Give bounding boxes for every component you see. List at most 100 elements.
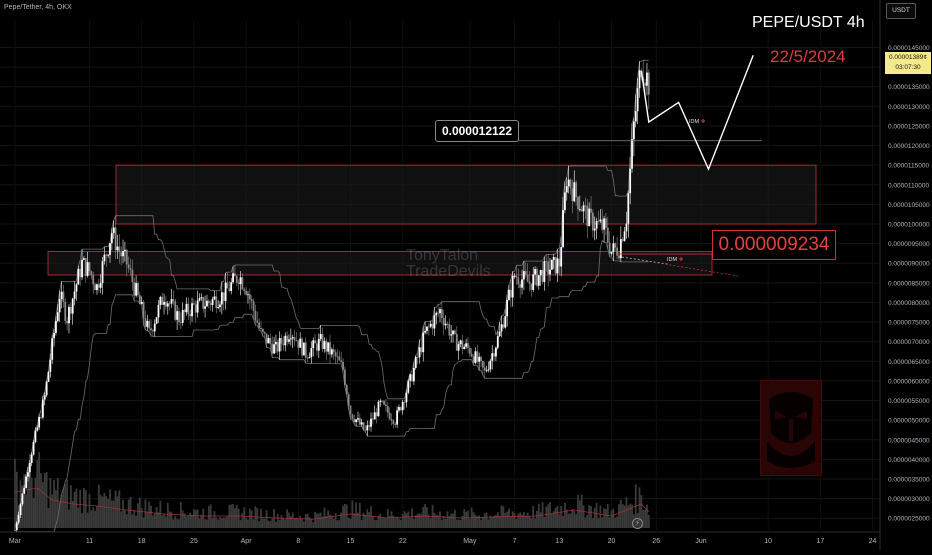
lower-level-label[interactable]: 0.000009234 [712, 230, 836, 260]
volume-bar [493, 515, 495, 528]
currency-button[interactable]: USDT [886, 3, 916, 19]
volume-bar [25, 494, 28, 528]
volume-bar [73, 491, 76, 528]
volume-bar [28, 454, 31, 528]
upper-level-label[interactable]: 0.000012122 [435, 120, 519, 142]
candle-body [612, 243, 615, 252]
volume-bar [427, 514, 430, 528]
volume-bar [32, 497, 35, 528]
volume-bar [478, 515, 481, 528]
candle-body [567, 179, 570, 187]
candle-body [107, 254, 110, 256]
candle-body [644, 82, 646, 86]
time-tick-label: 20 [608, 538, 616, 545]
candle-body [550, 259, 553, 270]
candle-body [170, 299, 173, 304]
volume-bar [373, 519, 376, 528]
volume-bar [528, 515, 531, 528]
volume-bar [394, 518, 397, 528]
candle-body [239, 277, 242, 285]
volume-bar [513, 512, 516, 528]
candle-body [25, 476, 28, 488]
candle-body [362, 422, 365, 430]
volume-bar [176, 519, 179, 528]
volume-bar [269, 521, 272, 528]
candle-body [81, 259, 83, 278]
candle-body [166, 303, 169, 307]
candle-body [530, 283, 533, 290]
volume-bar [36, 459, 39, 528]
volume-bar [483, 513, 486, 528]
volume-bar [401, 513, 404, 528]
lightning-icon[interactable]: ⚡ [632, 518, 643, 529]
volume-bar [631, 504, 633, 528]
supply-zone [115, 164, 817, 225]
candle-body [204, 306, 206, 309]
price-tick-label: 0.0000050000 [888, 418, 930, 425]
volume-bar [623, 505, 626, 528]
volume-bar [629, 503, 632, 528]
candle-body [60, 291, 63, 300]
volume-bar [77, 507, 80, 528]
price-tick-label: 0.0000040000 [888, 457, 930, 464]
candle-body [427, 326, 430, 328]
volume-bar [178, 519, 180, 528]
candle-body [84, 258, 87, 276]
candle-body [338, 356, 341, 361]
volume-bar [265, 510, 268, 528]
candle-body [135, 283, 138, 296]
volume-bar [55, 490, 57, 528]
volume-bar [133, 510, 136, 528]
volume-bar [450, 513, 453, 528]
candle-body [558, 258, 561, 267]
price-tick-label: 0.0000085000 [888, 280, 930, 287]
volume-bar [332, 518, 335, 528]
volume-bar [161, 515, 164, 528]
candle-body [146, 320, 149, 327]
candle-body [15, 522, 18, 531]
candle-body [450, 334, 453, 336]
candle-body [577, 196, 579, 210]
candle-body [539, 269, 542, 276]
volume-bar [433, 512, 436, 528]
candle-body [181, 309, 184, 323]
candle-body [245, 290, 248, 295]
candle-body [506, 299, 509, 317]
volume-bar [319, 512, 322, 528]
candle-body [366, 425, 369, 431]
volume-bar [577, 494, 579, 528]
candle-body [351, 414, 354, 419]
candle-body [364, 429, 367, 431]
candle-body [500, 324, 503, 332]
candle-body [144, 318, 147, 327]
volume-bar [62, 488, 65, 528]
candle-body [220, 292, 223, 305]
volume-bar [317, 513, 320, 528]
candle-body [349, 405, 352, 415]
volume-bar [437, 515, 440, 528]
candle-body [140, 301, 143, 304]
candle-body [342, 361, 344, 370]
candle-body [325, 340, 328, 352]
volume-bar [293, 518, 296, 528]
candle-body [543, 261, 546, 282]
candle-body [373, 412, 376, 420]
candle-body [461, 340, 464, 350]
volume-bar [498, 515, 501, 528]
volume-bar [49, 477, 52, 528]
volume-bar [30, 477, 33, 528]
candle-body [232, 273, 234, 283]
candle-body [534, 269, 536, 275]
candle-body [252, 301, 255, 311]
candle-body [306, 357, 309, 359]
candle-body [295, 340, 298, 341]
candle-body [202, 297, 205, 309]
volume-bar [642, 509, 645, 528]
volume-bar [289, 516, 292, 528]
candle-body [584, 205, 587, 207]
candle-body [418, 347, 421, 358]
volume-bar [547, 504, 550, 528]
volume-bar [40, 473, 42, 528]
